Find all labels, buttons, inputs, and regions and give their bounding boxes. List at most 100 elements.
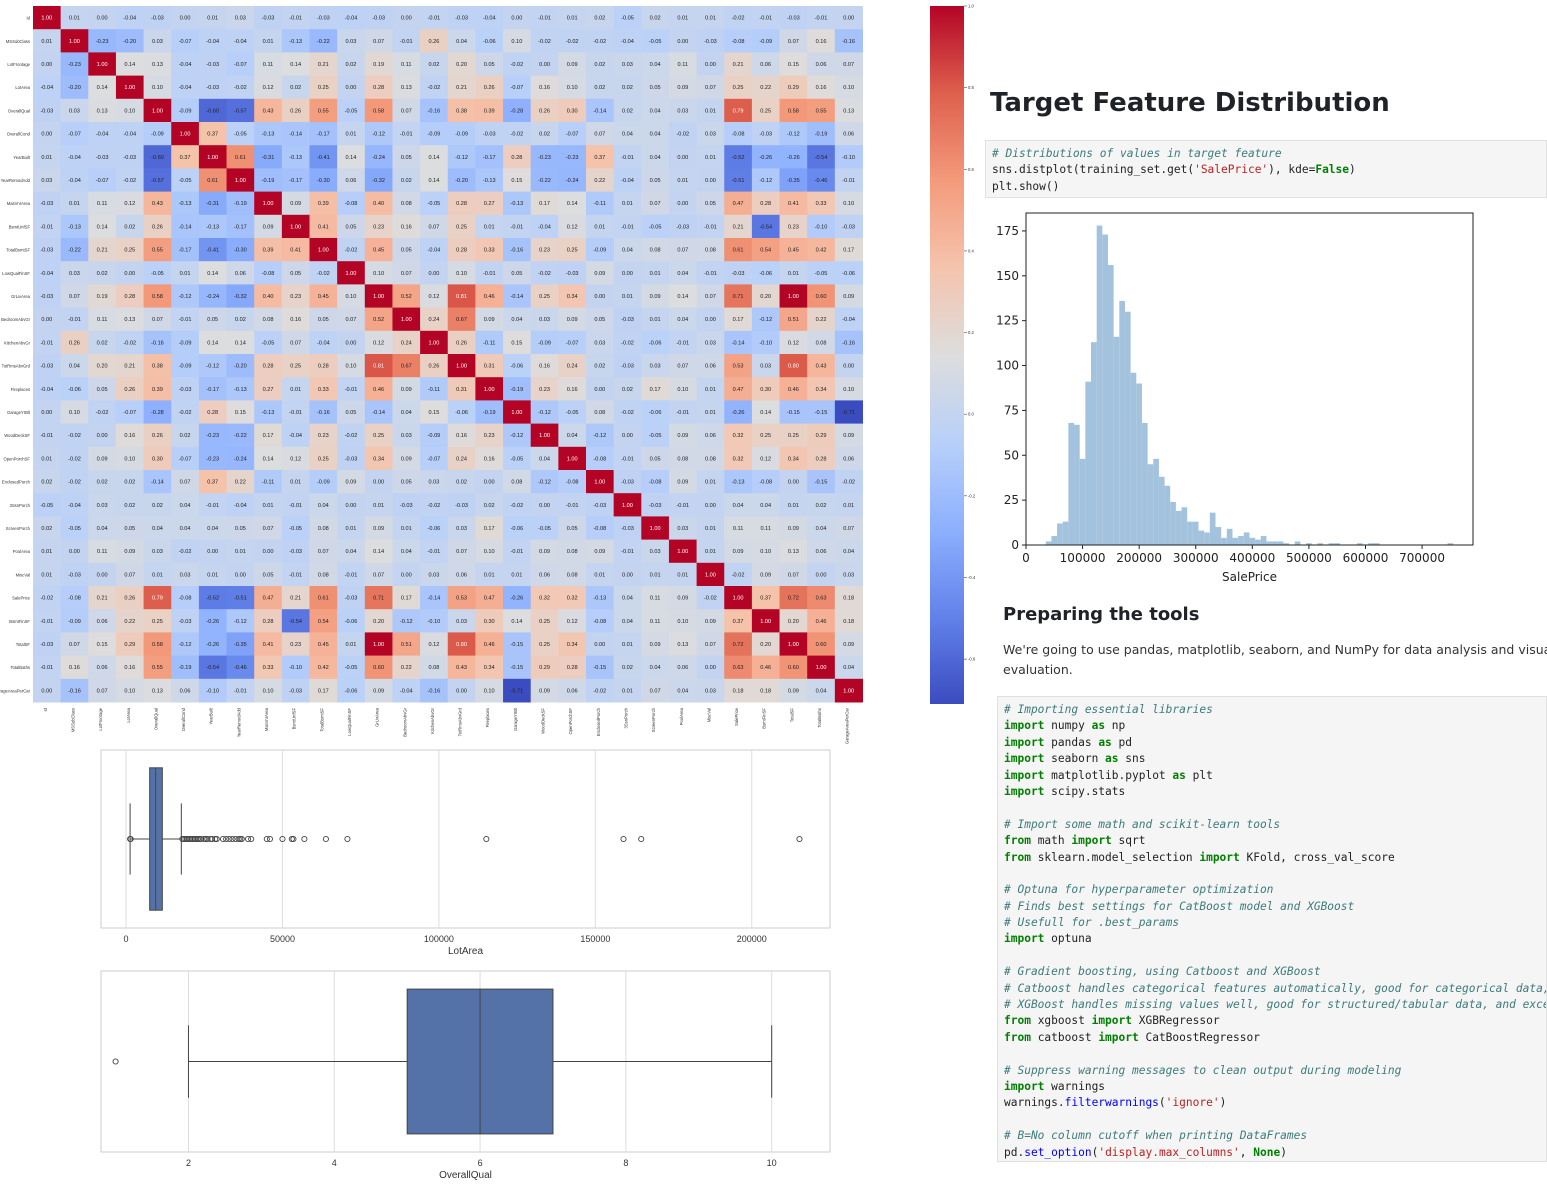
heatmap-cell-label: -0.05: [179, 178, 192, 184]
heatmap-cell-label: -0.06: [649, 340, 662, 346]
heatmap-cell-label: 0.34: [567, 642, 578, 648]
heatmap-cell-label: 0.17: [484, 526, 495, 532]
heatmap-cell-label: 0.04: [677, 317, 688, 323]
heatmap-cell-label: -0.03: [593, 503, 606, 509]
heatmap-cell-label: 0.04: [401, 549, 412, 555]
heatmap-cell: [724, 423, 753, 448]
heatmap-cell: [613, 214, 642, 239]
histogram-bar: [1255, 539, 1261, 545]
heatmap-cell-label: 0.09: [788, 526, 799, 532]
heatmap-cell-label: -0.03: [621, 480, 634, 486]
heatmap-cell-label: 0.41: [263, 642, 274, 648]
heatmap-cell: [668, 122, 698, 146]
heatmap-cell-label: 0.34: [373, 456, 384, 462]
heatmap-cell: [60, 586, 89, 610]
heatmap-cell: [530, 354, 559, 378]
colorbar-tick-label: 0.0: [968, 412, 974, 417]
histogram-bar: [1328, 543, 1335, 545]
heatmap-cell-label: 0.05: [401, 480, 412, 486]
heatmap-cell-label: -0.01: [400, 132, 413, 138]
heatmap-cell-label: -0.03: [289, 688, 302, 694]
heatmap-cell-label: -0.03: [759, 132, 772, 138]
heatmap-cell: [586, 539, 615, 564]
heatmap-cell: [88, 122, 117, 146]
heatmap-cell-label: 0.09: [539, 549, 550, 555]
code-cell-distplot[interactable]: # Distributions of values in target feat…: [985, 140, 1547, 198]
heatmap-cell: [33, 446, 62, 471]
heatmap-cell-label: -0.13: [289, 39, 302, 45]
histogram-bar: [1187, 521, 1193, 545]
heatmap-col-label: WoodDeckSF: [541, 708, 546, 734]
heatmap-cell-label: 0.41: [290, 248, 301, 254]
code-cell-imports[interactable]: # Importing essential libraries import nu…: [997, 696, 1547, 1162]
heatmap-col-label: GarageAreaPerCar: [845, 707, 850, 744]
heatmap-cell-label: 0.03: [539, 317, 550, 323]
heatmap-cell: [171, 191, 200, 216]
heatmap-cell: [668, 609, 698, 633]
heatmap-cell: [530, 52, 559, 77]
heatmap-cell: [309, 400, 338, 425]
heatmap-cell: [337, 609, 366, 633]
code-line: pd.set_option('display.max_columns', Non…: [1004, 1145, 1287, 1159]
heatmap-col-label: TotalSF: [789, 708, 794, 723]
heatmap-cell-label: -0.11: [428, 387, 440, 393]
heatmap-cell-label: 0.14: [235, 340, 246, 346]
heatmap-cell-label: 0.08: [318, 572, 329, 578]
heatmap-cell-label: 0.47: [733, 201, 744, 207]
heatmap-cell: [724, 539, 753, 564]
heatmap-cell-label: 0.23: [373, 224, 384, 230]
heatmap-cell: [198, 655, 228, 680]
heatmap-cell-label: 1.00: [484, 387, 495, 393]
heatmap-cell-label: 0.51: [401, 642, 412, 648]
heatmap-cell: [668, 52, 698, 77]
heatmap-cell-label: 1.00: [69, 39, 80, 45]
heatmap-cell: [668, 423, 698, 448]
heatmap-cell-label: 0.02: [594, 364, 605, 370]
heatmap-cell: [281, 168, 310, 193]
heatmap-cell-label: -0.01: [538, 16, 551, 22]
heatmap-cell-label: 0.01: [622, 688, 633, 694]
heatmap-cell: [558, 586, 587, 610]
heatmap-cell: [115, 122, 145, 146]
heatmap-cell: [668, 632, 698, 657]
outlier-point: [483, 835, 490, 843]
heatmap-cell: [33, 52, 62, 77]
heatmap-cell: [33, 609, 62, 633]
heatmap-cell-label: -0.41: [317, 155, 330, 161]
heatmap-cell: [33, 354, 62, 378]
heatmap-cell: [586, 261, 615, 285]
heatmap-cell-label: 0.00: [401, 572, 412, 578]
outlier-point: [266, 835, 274, 843]
heatmap-cell: [254, 423, 283, 448]
heatmap-cell-label: -0.01: [345, 387, 358, 393]
heatmap-cell-label: 0.06: [97, 619, 108, 625]
heatmap-cell: [696, 307, 725, 332]
histogram-bar: [1068, 422, 1075, 545]
heatmap-cell: [696, 261, 725, 285]
heatmap-cell: [60, 470, 89, 494]
histogram-bar: [1204, 532, 1210, 545]
heatmap-cell-label: -0.13: [206, 224, 219, 230]
heatmap-cell: [475, 539, 504, 564]
heatmap-cell: [834, 191, 863, 216]
heatmap-cell: [198, 539, 228, 564]
heatmap-cell-label: -0.03: [289, 549, 302, 555]
heatmap-cell-label: 0.04: [456, 39, 467, 45]
heatmap-cell: [586, 377, 615, 401]
heatmap-cell: [364, 470, 393, 494]
heatmap-cell-label: 0.01: [594, 572, 605, 578]
heatmap-cell-label: 0.00: [41, 62, 52, 68]
heatmap-cell: [254, 29, 283, 53]
heatmap-cell-label: -0.06: [759, 271, 772, 277]
heatmap-cell: [60, 632, 89, 657]
heatmap-cell: [475, 655, 504, 680]
heatmap-cell-label: -0.41: [206, 248, 219, 254]
heatmap-cell: [88, 470, 117, 494]
heatmap-cell-label: 0.09: [567, 62, 578, 68]
heatmap-cell-label: 0.09: [705, 619, 716, 625]
heatmap-cell-label: 0.71: [733, 294, 744, 300]
heatmap-cell: [171, 493, 200, 517]
heatmap-cell-label: 0.02: [594, 62, 605, 68]
heatmap-cell: [503, 330, 532, 355]
heatmap-cell: [392, 6, 421, 30]
